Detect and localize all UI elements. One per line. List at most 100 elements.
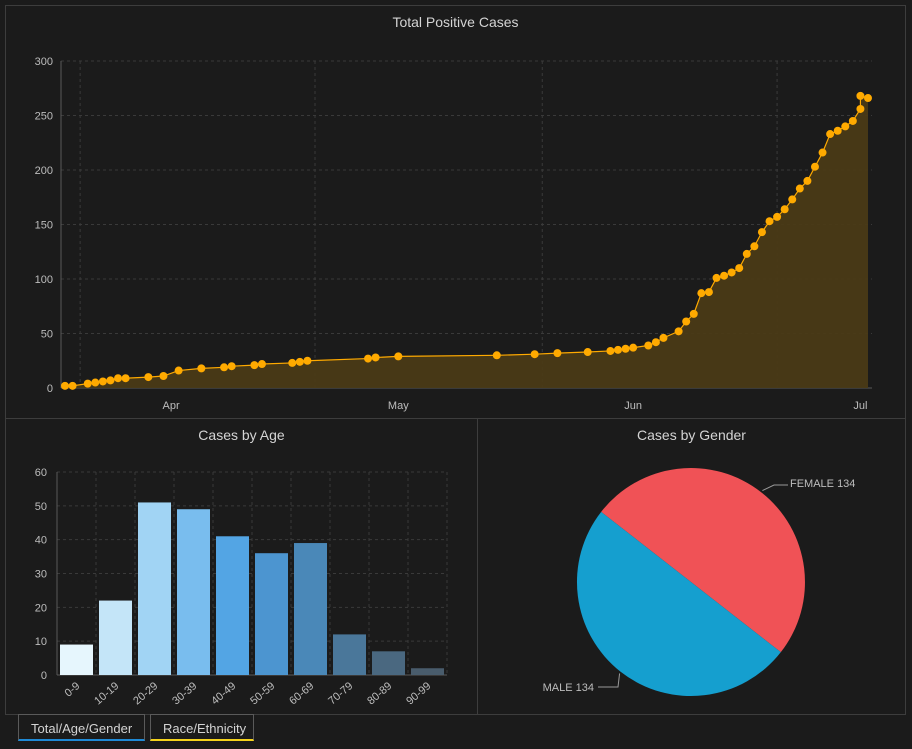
data-point [659, 333, 668, 342]
gender-chart-title: Cases by Gender [637, 427, 746, 443]
x-tick-label: May [388, 400, 409, 412]
data-point [614, 345, 623, 354]
data-point [788, 195, 797, 204]
cases-area [65, 95, 868, 388]
x-tick-label: Jul [853, 400, 867, 412]
data-point [106, 376, 115, 385]
data-point [712, 273, 721, 282]
data-point [682, 317, 691, 326]
data-point [629, 343, 638, 352]
tab-total-age-gender-label: Total/Age/Gender [31, 721, 133, 736]
data-point [220, 363, 229, 372]
data-point [197, 364, 206, 373]
data-point [288, 358, 297, 367]
x-tick-label: 30-39 [170, 680, 199, 707]
y-tick-label: 20 [35, 602, 47, 614]
data-point [553, 349, 562, 358]
y-tick-label: 0 [47, 383, 53, 395]
x-tick-label: 0-9 [63, 680, 83, 699]
data-point [864, 94, 872, 103]
gender-panel: Cases by Gender FEMALE 134 MALE 134 [477, 418, 906, 715]
age-bar [138, 502, 171, 675]
y-tick-label: 0 [41, 670, 47, 682]
y-tick-label: 60 [35, 467, 47, 479]
x-tick-label: 10-19 [92, 680, 121, 707]
data-point [674, 327, 683, 336]
data-point [644, 341, 653, 350]
y-tick-label: 150 [35, 220, 53, 232]
total-cases-chart: 0 50 100 150 200 250 300 Apr May Jun Jul [35, 56, 872, 412]
data-point [303, 356, 312, 365]
data-point [621, 344, 630, 353]
data-point [144, 373, 153, 382]
gender-chart: FEMALE 134 MALE 134 [543, 468, 855, 697]
y-tick-label: 200 [35, 165, 53, 177]
data-point [765, 217, 774, 226]
data-point [606, 346, 615, 355]
x-tick-label: Apr [162, 400, 179, 412]
y-tick-label: 300 [35, 56, 53, 68]
data-point [227, 362, 236, 371]
data-point [394, 352, 403, 361]
data-point [91, 378, 100, 387]
tab-race-ethnicity[interactable]: Race/Ethnicity [150, 714, 254, 741]
y-tick-label: 250 [35, 111, 53, 123]
pie-slice-male [576, 511, 781, 697]
pie-leader-line [762, 484, 788, 492]
age-panel: Cases by Age 0 10 20 30 40 50 60 0-9 10-19 20-29 3… [5, 418, 478, 715]
tab-race-ethnicity-label: Race/Ethnicity [163, 721, 247, 736]
pie-label: FEMALE 134 [790, 478, 855, 490]
age-chart-title: Cases by Age [198, 427, 285, 443]
data-point [83, 379, 92, 388]
y-tick-label: 100 [35, 274, 53, 286]
data-point [492, 351, 501, 360]
data-point [727, 268, 736, 277]
age-bar [177, 509, 210, 675]
data-point [833, 126, 842, 135]
data-point [583, 348, 592, 357]
x-tick-label: 70-79 [326, 680, 355, 707]
data-point [848, 116, 857, 125]
data-point [295, 357, 304, 366]
y-tick-label: 40 [35, 535, 47, 547]
x-tick-label: 20-29 [131, 680, 160, 707]
data-point [773, 212, 782, 221]
age-bar [99, 600, 132, 675]
data-point [364, 354, 373, 363]
data-point [803, 176, 812, 185]
age-bar [294, 543, 327, 675]
tab-total-age-gender[interactable]: Total/Age/Gender [18, 714, 145, 741]
age-bar [255, 553, 288, 675]
data-point [174, 366, 183, 375]
data-point [530, 350, 539, 359]
data-point [780, 205, 789, 214]
age-bar [372, 651, 405, 675]
y-tick-label: 10 [35, 636, 47, 648]
x-tick-label: 80-89 [365, 680, 394, 707]
data-point [795, 184, 804, 193]
age-chart: 0 10 20 30 40 50 60 0-9 10-19 20-29 30-39 40-49 50-5… [35, 467, 448, 707]
pie-leader-line [598, 673, 621, 688]
pie-slice-female [601, 468, 805, 653]
y-tick-label: 50 [35, 501, 47, 513]
x-tick-label: 40-49 [209, 680, 238, 707]
y-tick-label: 30 [35, 569, 47, 581]
data-point [856, 91, 865, 100]
age-bar [60, 644, 93, 675]
data-point [697, 289, 706, 298]
y-tick-label: 50 [41, 329, 53, 341]
data-point [750, 242, 759, 251]
total-cases-panel: Total Positive Cases 0 50 100 150 200 250 300 A… [5, 5, 906, 419]
data-point [810, 162, 819, 171]
data-point [720, 271, 729, 280]
data-point [61, 381, 69, 390]
data-point [704, 288, 713, 297]
data-point [371, 353, 380, 362]
data-point [651, 338, 660, 347]
data-point [841, 122, 850, 131]
data-point [250, 361, 259, 370]
data-point [159, 372, 168, 381]
total-cases-title: Total Positive Cases [392, 14, 519, 30]
age-bar [333, 634, 366, 675]
x-tick-label: Jun [624, 400, 642, 412]
